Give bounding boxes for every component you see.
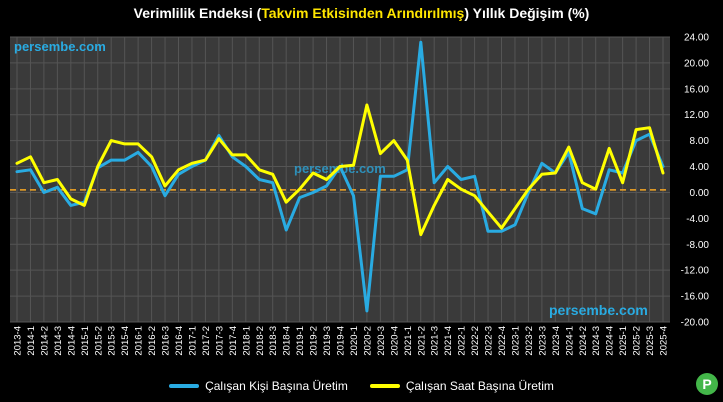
x-tick-label: 2015-2	[93, 326, 104, 356]
y-tick-label: 0.00	[690, 188, 710, 199]
x-tick-label: 2016-1	[134, 326, 145, 356]
y-tick-label: 20.00	[684, 58, 709, 69]
watermark-top-left: persembe.com	[14, 39, 106, 54]
title-part-2: ) Yıllık Değişim (%)	[464, 5, 590, 21]
legend-item-hour: Çalışan Saat Başına Üretim	[369, 379, 554, 393]
grid-horizontal	[10, 36, 670, 323]
x-tick-label: 2024-4	[605, 326, 616, 356]
x-tick-label: 2020-2	[362, 326, 373, 356]
y-tick-label: 24.00	[684, 33, 709, 44]
x-tick-label: 2015-1	[80, 326, 91, 356]
watermark-bottom-right: persembe.com	[549, 302, 648, 318]
x-tick-label: 2015-4	[120, 326, 131, 356]
x-tick-label: 2018-4	[282, 326, 293, 356]
x-tick-label: 2022-2	[470, 326, 481, 356]
x-tick-label: 2022-1	[457, 326, 468, 356]
chart-title: Verimlilik Endeksi (Takvim Etkisinden Ar…	[0, 5, 723, 21]
x-tick-label: 2025-2	[632, 326, 643, 356]
y-tick-label: 12.00	[684, 110, 709, 121]
x-tick-label: 2018-2	[255, 326, 266, 356]
x-tick-label: 2019-4	[336, 326, 347, 356]
x-tick-label: 2018-1	[241, 326, 252, 356]
x-tick-label: 2025-3	[645, 326, 656, 356]
y-axis-ticks: 24.00 20.00 16.00 12.00 8.00 4.00 0.00 -4.00 -8.…	[681, 33, 710, 329]
y-tick-label: -8.00	[686, 240, 709, 251]
x-tick-label: 2025-4	[659, 326, 670, 356]
x-tick-label: 2014-4	[66, 326, 77, 356]
x-tick-label: 2024-3	[591, 326, 602, 356]
x-tick-label: 2016-3	[161, 326, 172, 356]
x-tick-label: 2020-3	[376, 326, 387, 356]
x-tick-label: 2017-4	[228, 326, 239, 356]
title-highlight: Takvim Etkisinden Arındırılmış	[261, 5, 465, 21]
y-tick-label: -16.00	[681, 292, 710, 303]
x-tick-label: 2014-1	[26, 326, 37, 356]
x-tick-label: 2021-4	[443, 326, 454, 356]
x-tick-label: 2019-2	[309, 326, 320, 356]
x-tick-label: 2017-2	[201, 326, 212, 356]
y-tick-label: -20.00	[681, 318, 710, 329]
x-tick-label: 2021-2	[416, 326, 427, 356]
x-tick-label: 2015-3	[107, 326, 118, 356]
x-tick-label: 2024-1	[564, 326, 575, 356]
legend-item-person: Çalışan Kişi Başına Üretim	[169, 379, 348, 393]
x-tick-label: 2016-2	[147, 326, 158, 356]
x-tick-label: 2014-3	[53, 326, 64, 356]
x-tick-label: 2022-4	[497, 326, 508, 356]
legend-swatch-hour	[369, 384, 400, 388]
legend: Çalışan Kişi Başına Üretim Çalışan Saat …	[0, 376, 723, 396]
x-tick-label: 2018-3	[268, 326, 279, 356]
x-tick-label: 2021-3	[430, 326, 441, 356]
x-tick-label: 2014-2	[39, 326, 50, 356]
x-tick-label: 2016-4	[174, 326, 185, 356]
y-tick-label: 4.00	[690, 162, 710, 173]
x-tick-label: 2023-3	[537, 326, 548, 356]
brand-logo: P	[696, 373, 718, 395]
x-tick-label: 2025-1	[618, 326, 629, 356]
x-tick-label: 2023-1	[510, 326, 521, 356]
series-line-hour	[15, 103, 665, 237]
x-tick-label: 2019-3	[322, 326, 333, 356]
x-tick-label: 2020-4	[389, 326, 400, 356]
x-tick-label: 2020-1	[349, 326, 360, 356]
series-lines	[15, 40, 665, 313]
x-tick-label: 2023-2	[524, 326, 535, 356]
x-tick-label: 2013-4	[13, 326, 24, 356]
title-part-1: Verimlilik Endeksi (	[133, 5, 262, 21]
x-tick-label: 2019-1	[295, 326, 306, 356]
legend-label-hour: Çalışan Saat Başına Üretim	[405, 379, 554, 393]
x-tick-label: 2021-1	[403, 326, 414, 356]
y-tick-label: 8.00	[690, 136, 710, 147]
x-tick-label: 2023-4	[551, 326, 562, 356]
x-tick-label: 2017-3	[214, 326, 225, 356]
legend-swatch-person	[169, 384, 200, 388]
y-tick-label: -12.00	[681, 266, 710, 277]
x-tick-label: 2024-2	[578, 326, 589, 356]
x-tick-label: 2022-3	[484, 326, 495, 356]
y-tick-label: 16.00	[684, 84, 709, 95]
y-tick-label: -4.00	[686, 214, 709, 225]
legend-label-person: Çalışan Kişi Başına Üretim	[205, 379, 348, 393]
x-axis-ticks: 2013-4 2014-1 2014-2 2014-3 2014-4 2015-1 2015…	[13, 326, 670, 356]
x-tick-label: 2017-1	[187, 326, 198, 356]
